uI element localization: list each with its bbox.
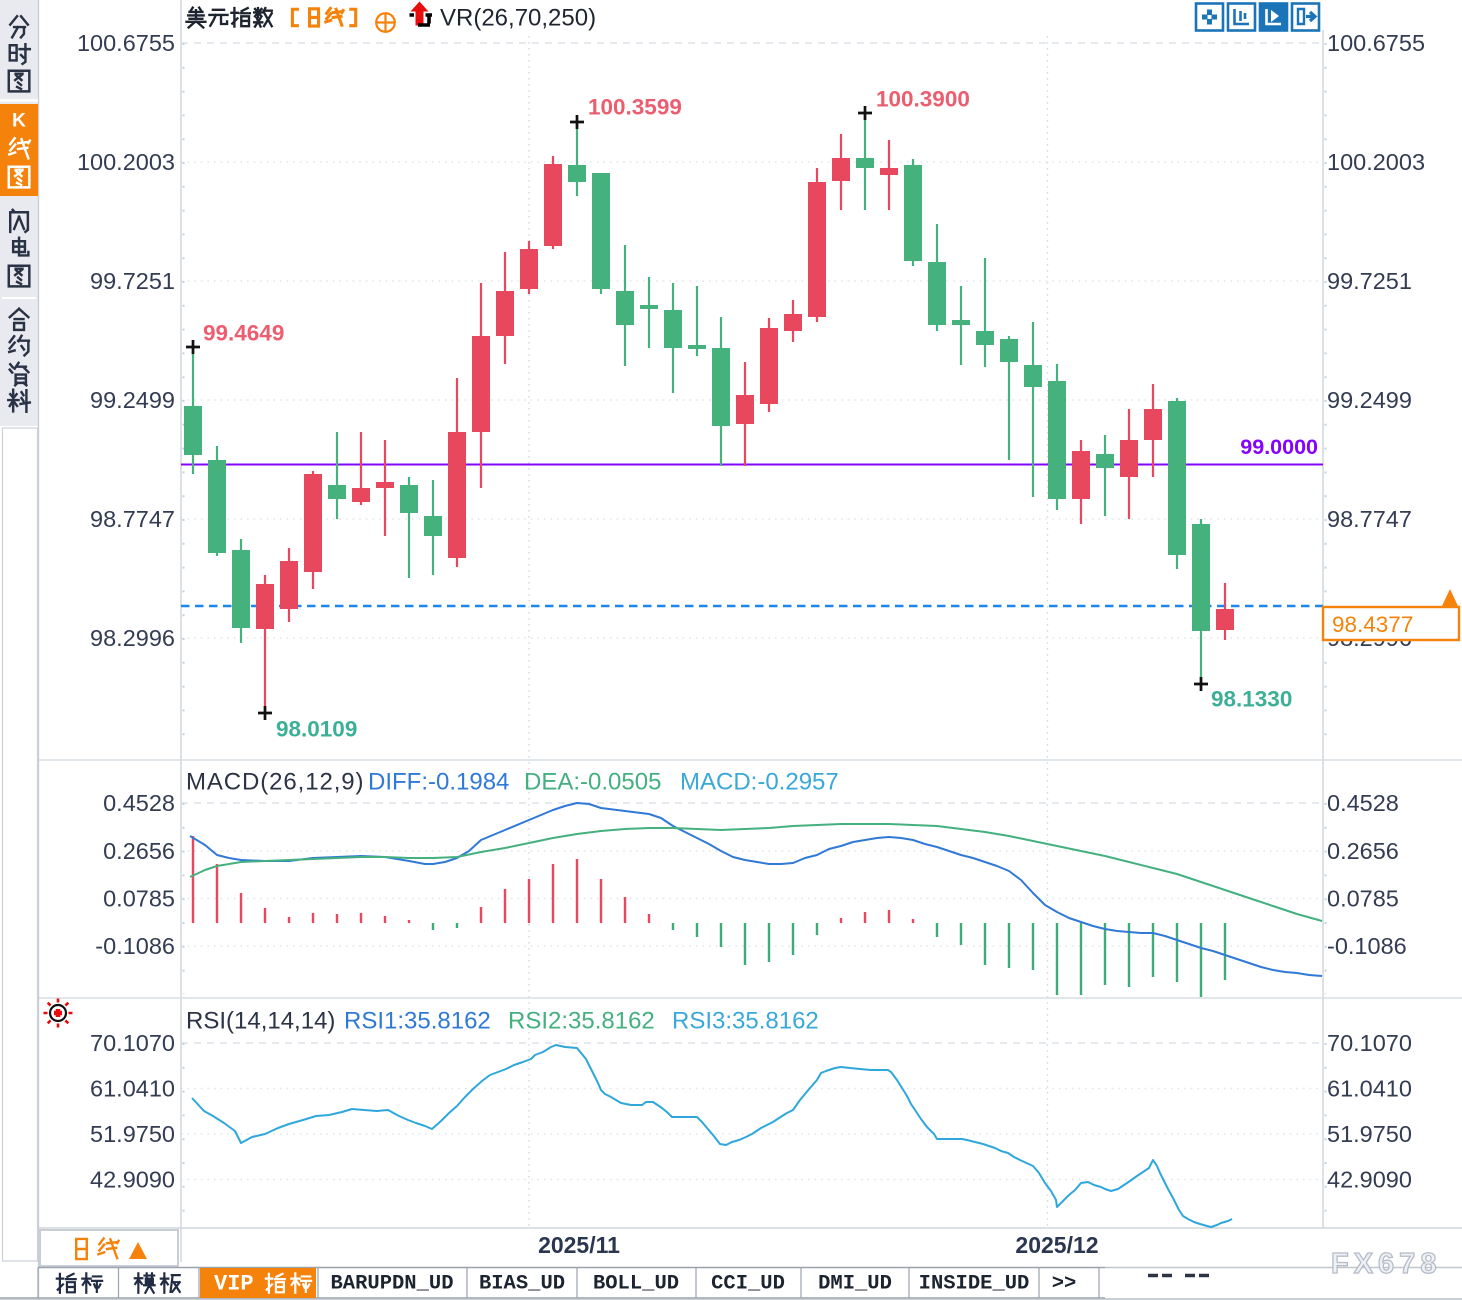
svg-text:BIAS_UD: BIAS_UD xyxy=(479,1273,565,1296)
svg-text:99.0000: 99.0000 xyxy=(1240,435,1318,459)
svg-text:BARUPDN_UD: BARUPDN_UD xyxy=(330,1273,453,1296)
svg-text:VIP: VIP xyxy=(214,1272,254,1297)
svg-text:99.7251: 99.7251 xyxy=(90,268,175,294)
svg-text:98.2996: 98.2996 xyxy=(90,625,175,651)
svg-text:RSI3:35.8162: RSI3:35.8162 xyxy=(672,1008,819,1035)
svg-text:VR(26,70,250): VR(26,70,250) xyxy=(440,5,596,32)
svg-text:99.2499: 99.2499 xyxy=(1327,387,1412,413)
svg-text:DEA:-0.0505: DEA:-0.0505 xyxy=(524,769,661,796)
svg-text:51.9750: 51.9750 xyxy=(90,1121,175,1147)
svg-text:RSI1:35.8162: RSI1:35.8162 xyxy=(344,1008,491,1035)
svg-text:2025/11: 2025/11 xyxy=(538,1232,620,1258)
svg-text:100.3900: 100.3900 xyxy=(876,87,970,112)
svg-text:70.1070: 70.1070 xyxy=(90,1030,175,1056)
svg-text:98.1330: 98.1330 xyxy=(1211,687,1292,712)
svg-text:FX678: FX678 xyxy=(1331,1248,1441,1280)
svg-text:INSIDE_UD: INSIDE_UD xyxy=(919,1273,1030,1296)
svg-text:0.0785: 0.0785 xyxy=(1327,886,1399,912)
svg-text:CCI_UD: CCI_UD xyxy=(711,1273,785,1296)
svg-text:42.9090: 42.9090 xyxy=(1327,1167,1412,1193)
svg-text:98.4377: 98.4377 xyxy=(1332,612,1413,637)
svg-text:-0.1086: -0.1086 xyxy=(95,933,175,959)
svg-text:0.0785: 0.0785 xyxy=(103,886,175,912)
svg-text:98.0109: 98.0109 xyxy=(276,717,357,742)
svg-text:0.2656: 0.2656 xyxy=(1327,838,1399,864)
svg-text:98.7747: 98.7747 xyxy=(1327,506,1412,532)
svg-text:70.1070: 70.1070 xyxy=(1327,1030,1412,1056)
svg-text:-0.1086: -0.1086 xyxy=(1327,933,1407,959)
svg-text:BOLL_UD: BOLL_UD xyxy=(593,1273,679,1296)
svg-text:61.0410: 61.0410 xyxy=(90,1076,175,1102)
svg-text:0.4528: 0.4528 xyxy=(103,790,175,816)
svg-text:>>: >> xyxy=(1052,1273,1077,1296)
svg-text:RSI2:35.8162: RSI2:35.8162 xyxy=(508,1008,655,1035)
svg-text:100.6755: 100.6755 xyxy=(77,30,175,56)
svg-text:42.9090: 42.9090 xyxy=(90,1167,175,1193)
svg-text:51.9750: 51.9750 xyxy=(1327,1121,1412,1147)
svg-text:100.2003: 100.2003 xyxy=(1327,149,1425,175)
svg-text:100.2003: 100.2003 xyxy=(77,149,175,175)
svg-text:K: K xyxy=(12,111,26,132)
svg-text:99.4649: 99.4649 xyxy=(203,321,284,346)
svg-text:99.2499: 99.2499 xyxy=(90,387,175,413)
svg-text:61.0410: 61.0410 xyxy=(1327,1076,1412,1102)
svg-text:MACD:-0.2957: MACD:-0.2957 xyxy=(680,769,839,796)
svg-text:0.4528: 0.4528 xyxy=(1327,790,1399,816)
svg-text:DIFF:-0.1984: DIFF:-0.1984 xyxy=(368,769,509,796)
svg-text:MACD(26,12,9): MACD(26,12,9) xyxy=(186,769,364,796)
svg-text:98.7747: 98.7747 xyxy=(90,506,175,532)
svg-text:RSI(14,14,14): RSI(14,14,14) xyxy=(186,1008,335,1035)
svg-text:DMI_UD: DMI_UD xyxy=(818,1273,892,1296)
svg-text:100.6755: 100.6755 xyxy=(1327,30,1425,56)
svg-text:2025/12: 2025/12 xyxy=(1015,1232,1098,1258)
svg-text:0.2656: 0.2656 xyxy=(103,838,175,864)
svg-text:100.3599: 100.3599 xyxy=(588,95,682,120)
svg-text:99.7251: 99.7251 xyxy=(1327,268,1412,294)
